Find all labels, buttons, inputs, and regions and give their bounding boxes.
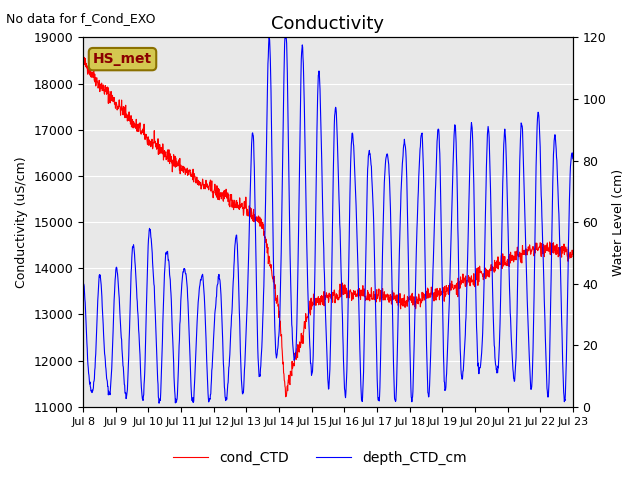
depth_CTD_cm (404, 241, 412, 247)
Line: cond_CTD: cond_CTD (83, 57, 573, 397)
cond_CTD (243, 213, 251, 218)
Title: Conductivity: Conductivity (271, 15, 385, 33)
cond_CTD (79, 57, 87, 62)
cond_CTD (569, 251, 577, 256)
cond_CTD (81, 54, 88, 60)
Text: No data for f_Cond_EXO: No data for f_Cond_EXO (6, 12, 156, 25)
depth_CTD_cm (243, 302, 251, 308)
Line: depth_CTD_cm: depth_CTD_cm (83, 37, 573, 403)
depth_CTD_cm (79, 279, 87, 285)
cond_CTD (177, 165, 184, 170)
Text: HS_met: HS_met (93, 52, 152, 66)
depth_CTD_cm (468, 125, 476, 131)
cond_CTD (511, 249, 519, 255)
cond_CTD (189, 171, 196, 177)
cond_CTD (468, 277, 476, 283)
cond_CTD (404, 295, 412, 300)
Y-axis label: Water Level (cm): Water Level (cm) (612, 168, 625, 276)
cond_CTD (282, 394, 289, 400)
depth_CTD_cm (281, 35, 289, 40)
depth_CTD_cm (189, 397, 196, 403)
Y-axis label: Conductivity (uS/cm): Conductivity (uS/cm) (15, 156, 28, 288)
Legend: cond_CTD, depth_CTD_cm: cond_CTD, depth_CTD_cm (168, 445, 472, 471)
depth_CTD_cm (511, 368, 519, 373)
depth_CTD_cm (569, 156, 577, 162)
depth_CTD_cm (156, 400, 163, 406)
depth_CTD_cm (177, 307, 184, 312)
